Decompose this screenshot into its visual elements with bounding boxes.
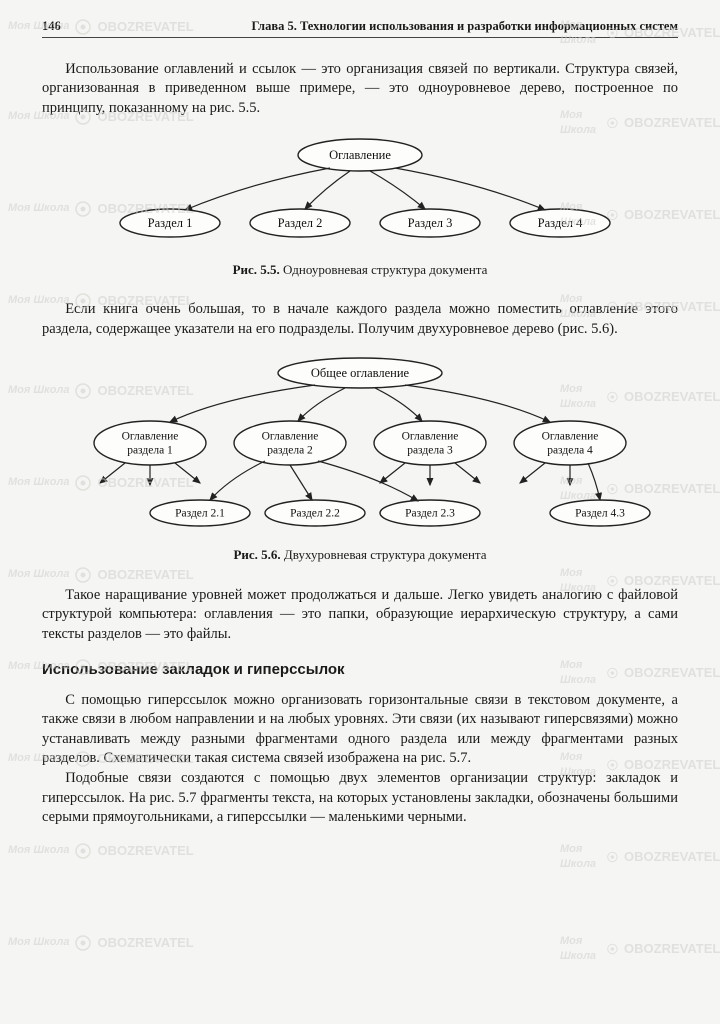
svg-text:раздела 2: раздела 2	[267, 445, 313, 457]
svg-text:Оглавление: Оглавление	[402, 431, 459, 443]
page-header: 146 Глава 5. Технологии использования и …	[42, 18, 678, 38]
fig56-leaf-2: Раздел 2.3	[405, 508, 455, 520]
tree-diagram-5-5: Оглавление Раздел 1 Раздел 2 Раздел 3 Ра…	[100, 133, 620, 253]
svg-text:Оглавление: Оглавление	[262, 431, 319, 443]
paragraph-5: Подобные связи создаются с помощью двух …	[42, 769, 678, 828]
page-number: 146	[42, 18, 61, 35]
fig55-leaf-0: Раздел 1	[148, 215, 193, 229]
fig56-leaf-0: Раздел 2.1	[175, 508, 225, 520]
fig55-root: Оглавление	[329, 147, 391, 161]
watermark: Моя ШколаOBOZREVATEL	[560, 934, 720, 964]
svg-text:раздела 3: раздела 3	[407, 445, 453, 457]
tree-diagram-5-6: Общее оглавление Оглавление раздела 1 Ог…	[60, 353, 660, 538]
paragraph-2: Если книга очень большая, то в начале ка…	[42, 300, 678, 339]
fig55-leaf-1: Раздел 2	[278, 215, 323, 229]
fig56-leaf-1: Раздел 2.2	[290, 508, 340, 520]
fig56-root: Общее оглавление	[311, 366, 410, 380]
svg-text:Оглавление: Оглавление	[542, 431, 599, 443]
section-heading: Использование закладок и гиперссылок	[42, 660, 678, 680]
svg-text:раздела 1: раздела 1	[127, 445, 173, 457]
watermark: Моя ШколаOBOZREVATEL	[8, 566, 194, 584]
chapter-title: Глава 5. Технологии использования и разр…	[81, 18, 678, 35]
svg-text:раздела 4: раздела 4	[547, 445, 593, 457]
figure-5-5: Оглавление Раздел 1 Раздел 2 Раздел 3 Ра…	[42, 133, 678, 253]
watermark: Моя ШколаOBOZREVATEL	[8, 842, 194, 860]
fig56-leaf-3: Раздел 4.3	[575, 508, 625, 520]
fig55-leaf-2: Раздел 3	[408, 215, 453, 229]
figure-5-6-caption: Рис. 5.6. Двухуровневая структура докуме…	[42, 546, 678, 564]
figure-5-5-caption: Рис. 5.5. Одноуровневая структура докуме…	[42, 261, 678, 279]
watermark: Моя ШколаOBOZREVATEL	[560, 842, 720, 872]
figure-5-6: Общее оглавление Оглавление раздела 1 Ог…	[42, 353, 678, 538]
fig55-leaf-3: Раздел 4	[538, 215, 583, 229]
svg-text:Оглавление: Оглавление	[122, 431, 179, 443]
paragraph-3: Такое наращивание уровней может продолжа…	[42, 586, 678, 645]
watermark: Моя ШколаOBOZREVATEL	[8, 934, 194, 952]
paragraph-1: Использование оглавлений и ссылок — это …	[42, 60, 678, 119]
paragraph-4: С помощью гиперссылок можно организовать…	[42, 691, 678, 769]
